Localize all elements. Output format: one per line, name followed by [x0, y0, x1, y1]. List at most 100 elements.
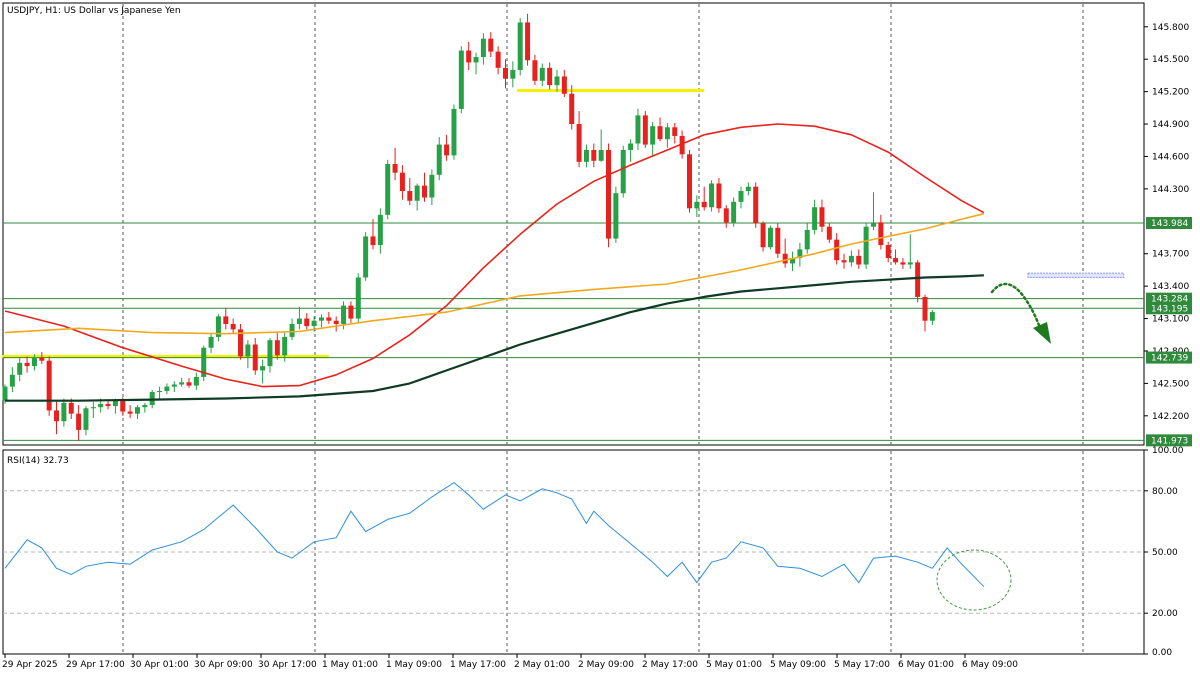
candle-body	[363, 236, 369, 278]
time-tick-label: 2 May 01:00	[514, 660, 570, 670]
time-tick-label: 5 May 09:00	[770, 660, 826, 670]
candle-body	[664, 127, 670, 140]
candle-body	[804, 229, 810, 250]
candle-body	[753, 186, 759, 224]
candle-body	[694, 201, 700, 209]
candle-body	[39, 357, 45, 361]
forecast-path	[990, 282, 1042, 330]
candle-body	[495, 51, 501, 68]
candle-body	[885, 245, 891, 259]
candle-body	[878, 222, 884, 246]
candle-body	[407, 191, 413, 201]
candle-body	[841, 260, 847, 263]
candle-body	[826, 226, 832, 240]
candle-body	[98, 403, 104, 408]
price-level-tag: 143.284	[1151, 295, 1188, 305]
forecast-arrow	[990, 282, 1051, 344]
candle-body	[458, 50, 464, 109]
candle-body	[790, 258, 796, 264]
candle-body	[451, 108, 457, 156]
candle-body	[480, 38, 486, 58]
candle-body	[311, 320, 317, 327]
candle-body	[701, 201, 707, 208]
candle-body	[907, 262, 913, 265]
candle-body	[289, 323, 295, 337]
candle-body	[672, 127, 678, 136]
candle-body	[274, 340, 280, 356]
candle-body	[598, 149, 604, 161]
candle-body	[893, 258, 899, 263]
candle-body	[591, 149, 597, 161]
price-tick-label: 145.800	[1152, 23, 1189, 33]
candle-body	[127, 411, 133, 414]
candle-body	[238, 329, 244, 357]
candle-body	[24, 362, 30, 367]
candle-body	[554, 76, 560, 86]
candle-body	[245, 344, 251, 357]
candle-body	[120, 400, 126, 412]
candle-body	[201, 347, 207, 377]
candle-body	[422, 185, 428, 198]
candle-body	[296, 318, 302, 324]
time-tick-label: 1 May 17:00	[450, 660, 506, 670]
price-level-tag-bg	[1146, 292, 1192, 305]
price-tick-label: 144.300	[1152, 185, 1189, 195]
time-tick-label: 2 May 09:00	[578, 660, 634, 670]
candle-body	[635, 115, 641, 144]
price-tick-label: 142.500	[1152, 379, 1189, 389]
price-level-tag-bg	[1146, 217, 1192, 230]
candle-body	[142, 405, 148, 408]
rsi-title: RSI(14) 32.73	[7, 456, 69, 466]
candle-body	[370, 236, 376, 246]
candle-body	[304, 318, 310, 327]
rsi-tick-label: 0.00	[1152, 648, 1172, 658]
price-pane-frame	[2, 2, 1145, 446]
candle-body	[392, 164, 398, 173]
candle-body	[252, 344, 258, 371]
candle-body	[157, 390, 163, 393]
candle-body	[539, 67, 545, 81]
ma_slow-line	[5, 274, 984, 402]
candle-body	[444, 144, 450, 156]
price-level-tag: 142.739	[1151, 354, 1188, 364]
time-tick-label: 2 May 17:00	[642, 660, 698, 670]
price-tick-label: 142.200	[1152, 412, 1189, 422]
candle-body	[9, 374, 15, 387]
ma_mid-line	[4, 212, 985, 335]
candle-body	[731, 201, 737, 223]
candle-body	[318, 317, 324, 321]
candle-body	[355, 277, 361, 319]
candle-body	[282, 336, 288, 356]
candle-body	[922, 296, 928, 321]
price-tick-label: 145.200	[1152, 88, 1189, 98]
candle-body	[797, 249, 803, 259]
candle-body	[385, 164, 391, 215]
candle-body	[628, 143, 634, 150]
candle-body	[863, 226, 869, 265]
price-level-tag: 143.984	[1151, 219, 1188, 229]
candle-body	[606, 149, 612, 239]
candle-body	[848, 255, 854, 263]
candle-body	[561, 76, 567, 94]
rsi-line	[4, 481, 985, 588]
candle-body	[46, 360, 52, 411]
candle-body	[326, 317, 332, 321]
price-vertical-grid	[122, 4, 1084, 444]
candle-body	[583, 149, 589, 162]
rsi-vertical-grid	[122, 451, 1084, 653]
candle-body	[414, 185, 420, 201]
candle-body	[179, 382, 185, 385]
price-tick-label: 144.900	[1152, 120, 1189, 130]
candle-body	[341, 305, 347, 324]
candle-body	[112, 400, 118, 407]
time-tick-label: 30 Apr 09:00	[194, 660, 253, 670]
candle-body	[2, 386, 8, 401]
candle-body	[510, 70, 516, 79]
rsi-pane: 100.00 80.00 50.00 20.00 0.00 RSI(14) 32.73	[2, 446, 1184, 658]
time-tick-label: 29 Apr 17:00	[66, 660, 125, 670]
rsi-highlight	[936, 549, 1012, 611]
candle-body	[377, 214, 383, 246]
